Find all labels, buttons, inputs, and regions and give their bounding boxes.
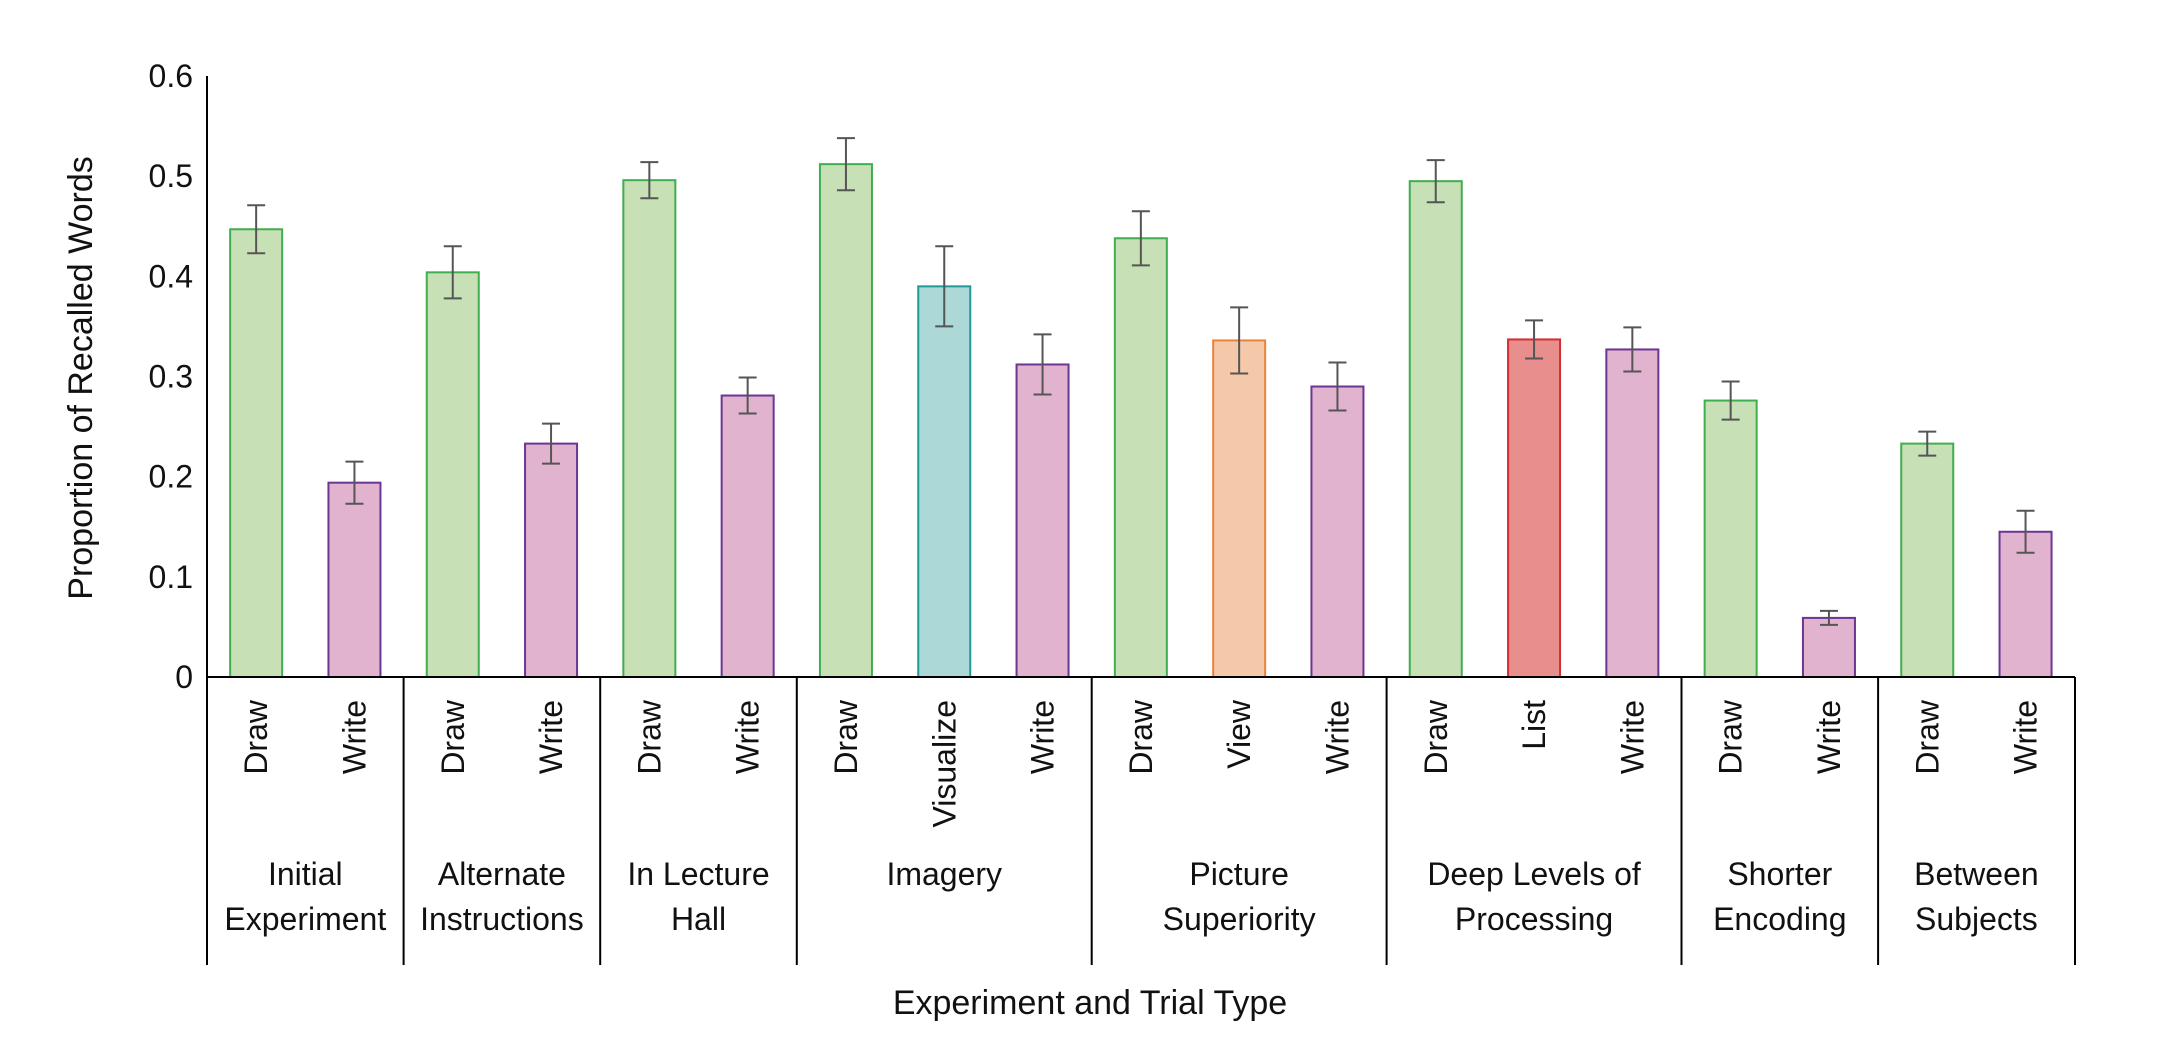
bar-write [1310,385,1365,678]
condition-label: Visualize [926,700,962,827]
group-label: Alternate [438,856,566,892]
condition-label: Draw [828,699,864,775]
condition-label: Write [1319,700,1355,774]
group-label: In Lecture [627,856,769,892]
bar-draw [425,271,480,678]
condition-label: Draw [1909,699,1945,775]
group-label: Encoding [1713,901,1846,937]
group-label: Subjects [1915,901,2038,937]
bar-list [1507,338,1562,678]
bar-draw [818,163,873,678]
condition-label: Draw [435,699,471,775]
y-axis-title: Proportion of Recalled Words [62,156,100,599]
group-label: Picture [1189,856,1289,892]
y-tick-label: 0.3 [149,359,193,395]
bar-write [1998,530,2053,679]
group-label: Hall [671,901,726,937]
bar-view [1212,339,1267,678]
condition-label: Draw [1123,699,1159,775]
bar-draw [622,179,677,678]
y-tick-label: 0.6 [149,58,193,94]
bar-draw [1900,442,1955,678]
bar-draw [1703,399,1758,678]
group-label: Processing [1455,901,1613,937]
condition-label: Write [1811,700,1847,774]
y-tick-label: 0.2 [149,459,193,495]
condition-label: List [1516,700,1552,750]
bar-draw [1113,237,1168,679]
group-label: Shorter [1727,856,1832,892]
x-axis-title: Experiment and Trial Type [893,984,1287,1022]
condition-label: Draw [631,699,667,775]
condition-label: Write [336,700,372,774]
condition-label: Draw [238,699,274,775]
condition-label: Draw [1418,699,1454,775]
condition-label: View [1221,699,1257,769]
bar-write [1801,616,1856,679]
group-label: Imagery [886,856,1002,892]
bars [229,137,2053,679]
bar-write [524,442,579,678]
group-label: Initial [268,856,343,892]
condition-label: Write [730,700,766,774]
y-tick-label: 0.1 [149,559,193,595]
y-axis: 0 0.1 0.2 0.3 0.4 0.5 0.6 [149,58,208,695]
group-label: Between [1914,856,2039,892]
group-label: Experiment [224,901,386,937]
y-tick-label: 0.4 [149,258,193,294]
bar-write [327,481,382,678]
condition-label: Write [1025,700,1061,774]
bar-draw [1408,180,1463,679]
bar-visualize [917,285,972,678]
bar-write [1015,363,1070,678]
group-label: Deep Levels of [1427,856,1641,892]
group-label: Superiority [1163,901,1316,937]
group-label: Instructions [420,901,584,937]
x-axis: Draw Write Initial Experiment Draw Write Alter… [206,676,2076,965]
condition-label: Draw [1713,699,1749,775]
y-tick-label: 0.5 [149,158,193,194]
bar-draw [229,228,284,678]
bar-write [1605,348,1660,678]
condition-label: Write [2008,700,2044,774]
condition-label: Write [533,700,569,774]
y-tick-label: 0 [175,659,193,695]
condition-label: Write [1614,700,1650,774]
bar-write [720,394,775,678]
